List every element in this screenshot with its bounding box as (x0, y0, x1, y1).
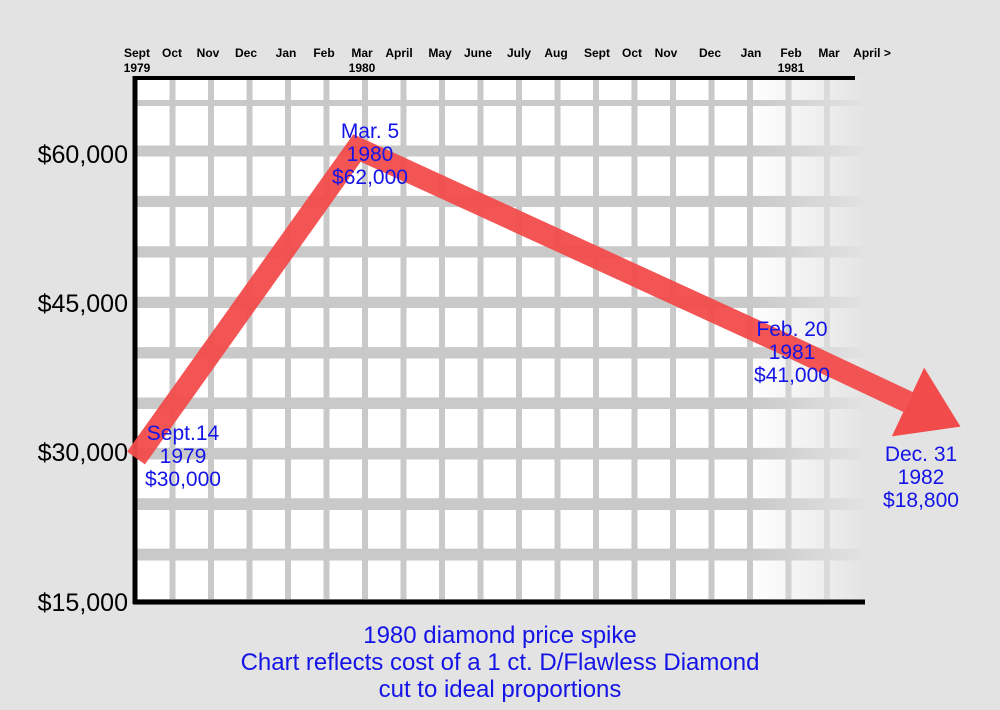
x-tick-label: Feb (780, 46, 801, 60)
x-tick-label: June (464, 46, 492, 60)
x-tick-label: Sept (124, 46, 150, 60)
x-tick-label: April > (853, 46, 891, 60)
price-line (127, 134, 913, 465)
y-tick-labels: $60,000 $45,000 $30,000 $15,000 (38, 141, 128, 617)
annotation-text: $18,800 (883, 489, 959, 512)
plot-area (135, 78, 865, 602)
y-tick-label: $60,000 (38, 141, 128, 169)
x-tick-label: Jan (276, 46, 297, 60)
x-tick-label: Sept (584, 46, 610, 60)
chart-title: 1980 diamond price spike (363, 622, 637, 649)
y-tick-label: $30,000 (38, 439, 128, 467)
x-tick-sublabel: 1981 (778, 61, 805, 75)
annotation-text: 1979 (160, 445, 207, 468)
y-tick-label: $15,000 (38, 589, 128, 617)
x-tick-label: Dec (235, 46, 257, 60)
grid-vertical (169, 78, 830, 602)
chart-caption: 1980 diamond price spike Chart reflects … (0, 622, 1000, 703)
price-series (127, 134, 961, 465)
x-tick-label: Aug (544, 46, 567, 60)
x-tick-label: Feb (313, 46, 334, 60)
x-tick-label: Mar (351, 46, 373, 60)
x-tick-label: Dec (699, 46, 721, 60)
annotation-text: Mar. 5 (341, 120, 399, 143)
x-tick-label: Nov (655, 46, 678, 60)
annotation-text: Feb. 20 (756, 318, 827, 341)
annotation-text: $30,000 (145, 468, 221, 491)
annotation-text: Dec. 31 (885, 443, 957, 466)
annotation-text: $62,000 (332, 166, 408, 189)
chart-subtitle-line-2: cut to ideal proportions (378, 676, 622, 703)
x-tick-label: May (428, 46, 452, 60)
x-tick-label: July (507, 46, 531, 60)
price-arrowhead (891, 367, 961, 437)
annotation-text: 1980 (347, 143, 394, 166)
annotation-text: 1982 (898, 466, 945, 489)
x-tick-label: April (385, 46, 412, 60)
annotation-text: Sept.14 (147, 422, 220, 445)
x-tick-label: Jan (741, 46, 762, 60)
x-tick-label: Nov (197, 46, 220, 60)
chart-subtitle-line-1: Chart reflects cost of a 1 ct. D/Flawles… (240, 649, 760, 676)
annotation-text: 1981 (769, 341, 816, 364)
x-tick-label: Oct (622, 46, 642, 60)
y-tick-label: $45,000 (38, 290, 128, 318)
x-tick-label: Mar (818, 46, 840, 60)
annotation-text: $41,000 (754, 364, 830, 387)
x-tick-label: Oct (162, 46, 182, 60)
x-tick-sublabel: 1979 (124, 61, 151, 75)
x-tick-sublabel: 1980 (349, 61, 376, 75)
